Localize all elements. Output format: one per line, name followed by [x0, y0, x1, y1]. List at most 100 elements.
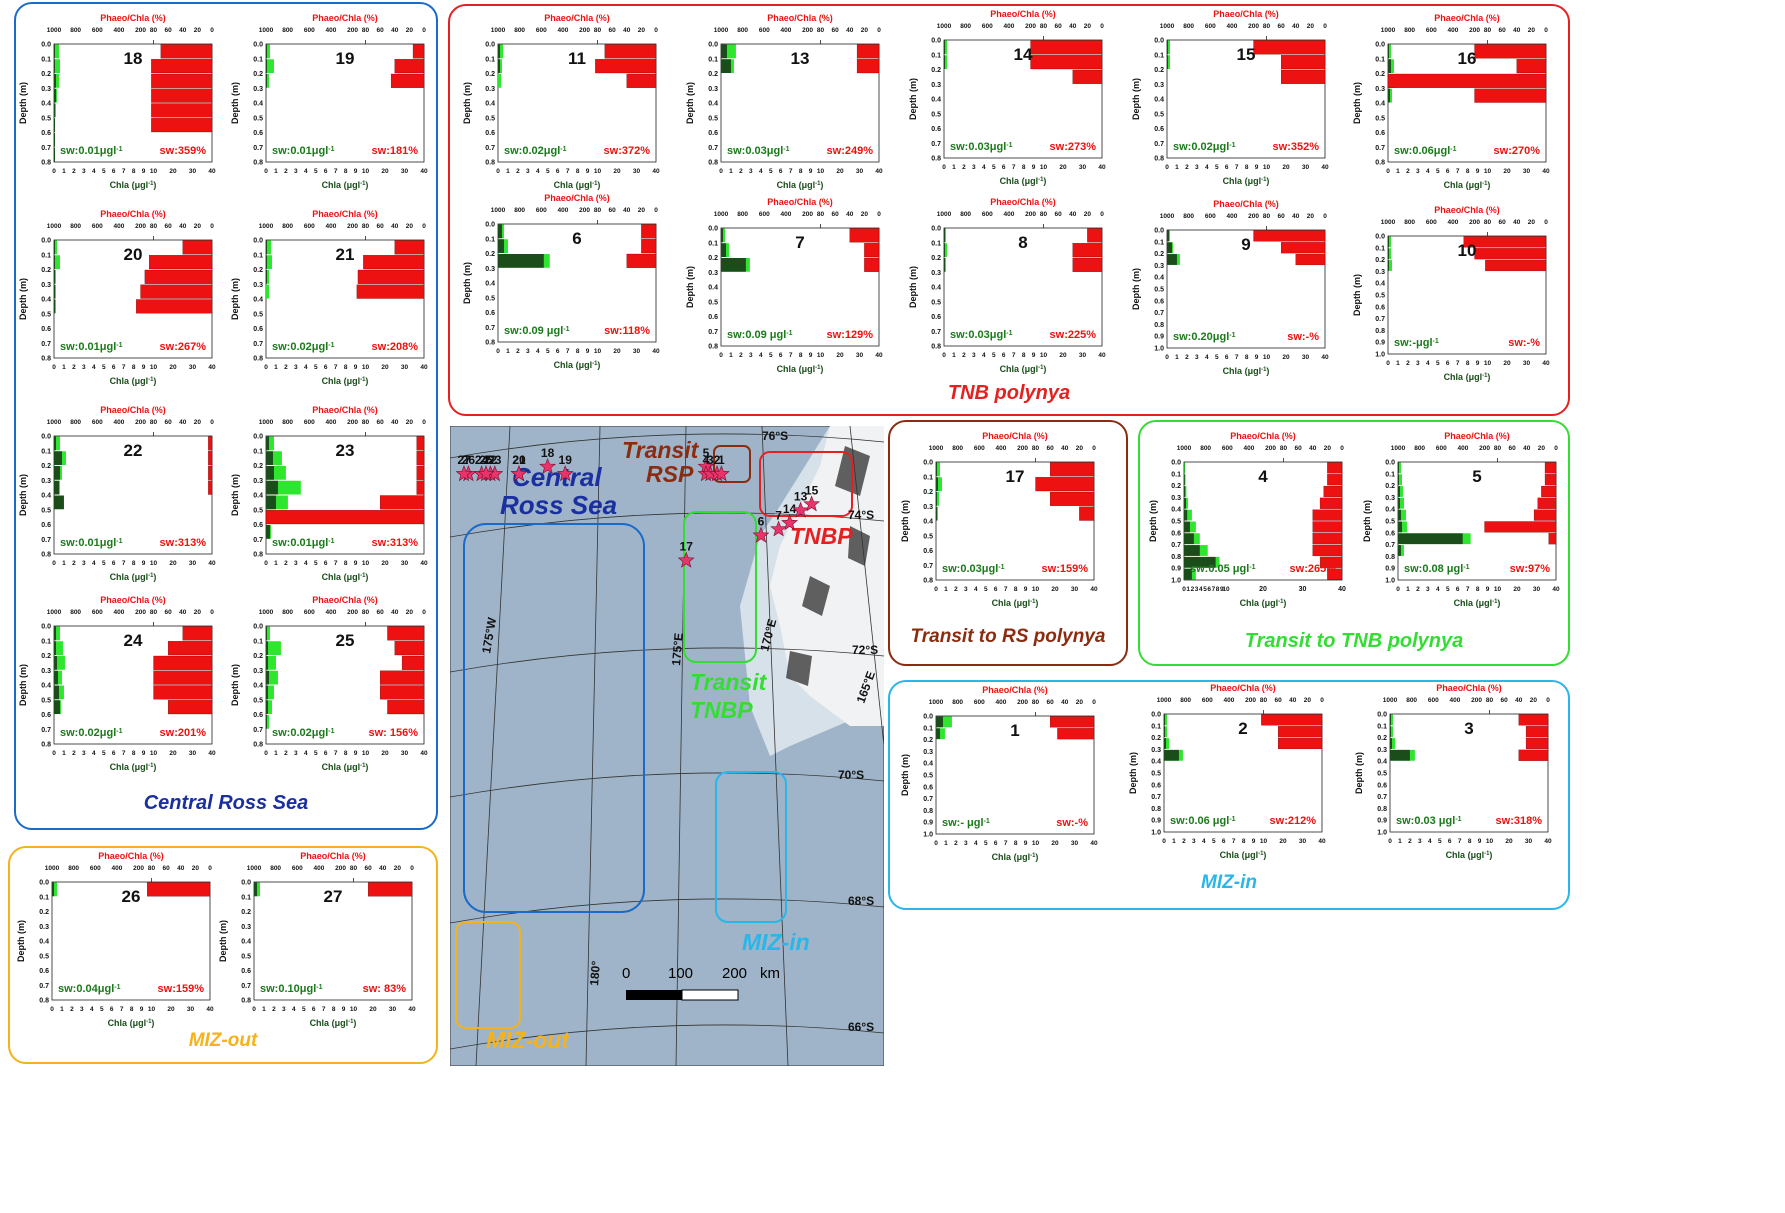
phaeo-tick-label: 600: [1202, 697, 1213, 704]
chla-tick-label: 5: [1436, 168, 1440, 175]
phaeo-bar: [357, 269, 425, 284]
chla-tick-label: 5: [992, 352, 996, 359]
chla-tick-label: 40: [1098, 352, 1106, 359]
depth-tick-label: 0.4: [708, 101, 718, 108]
depth-tick-label: 0.3: [485, 266, 495, 273]
chla-dark-bar: [266, 670, 269, 685]
phaeo-axis-title: Phaeo/Chla (%): [990, 10, 1056, 19]
chla-tick-label: 40: [408, 1006, 416, 1013]
sw-phaeo-label: sw:372%: [604, 145, 651, 157]
map-lat-labels: 76°S 74°S 72°S 70°S 68°S 66°S: [762, 429, 878, 1034]
depth-tick-label: 0.1: [41, 448, 51, 455]
chla-tick-label: 9: [1255, 164, 1259, 171]
chla-axis-title: Chla (μgl-1): [777, 180, 824, 190]
phaeo-bar: [151, 103, 213, 118]
chla-tick-label: 20: [169, 750, 177, 757]
chla-axis-close: ): [353, 1018, 356, 1028]
phaeo-tick-label: 1000: [937, 211, 952, 218]
phaeo-bar: [1050, 716, 1095, 728]
depth-axis-title: Depth (m): [685, 266, 695, 308]
chla-axis-sup: -1: [148, 377, 154, 383]
lon-175w: 175°W: [479, 616, 499, 655]
profile-panel-3: Phaeo/Chla (%)1000 800 600 400 200 80 60 40 20 00…: [1354, 684, 1552, 860]
chla-dark-bar: [944, 55, 945, 69]
chla-tick-label: 9: [1032, 352, 1036, 359]
depth-tick-label: 0.7: [253, 727, 263, 734]
sw-phaeo-label: sw:273%: [1050, 141, 1097, 153]
sw-chla-label: sw:0.02μgl-1: [1173, 141, 1236, 153]
phaeo-tick-label: 80: [1484, 27, 1492, 34]
chla-tick-label: 9: [354, 560, 358, 567]
chla-tick-label: 0: [52, 750, 56, 757]
depth-tick-label: 0.4: [931, 285, 941, 292]
station-marker-label: 15: [805, 483, 819, 497]
station-marker-label: 25: [479, 453, 493, 467]
chla-dark-bar: [721, 228, 723, 243]
chla-tick-label: 30: [633, 168, 641, 175]
phaeo-tick-label: 0: [1092, 445, 1096, 452]
station-marker: [510, 465, 528, 482]
chla-tick-label: 3: [1195, 586, 1199, 593]
chla-tick-label: 6: [324, 750, 328, 757]
chla-tick-label: 0: [1386, 168, 1390, 175]
chla-dark-bar: [1390, 726, 1391, 738]
chla-light-bar: [1398, 545, 1404, 556]
phaeo-tick-label: 200: [135, 27, 146, 34]
depth-tick-label: 0.1: [931, 52, 941, 59]
phaeo-tick-label: 600: [982, 211, 993, 218]
chla-tick-label: 4: [304, 364, 308, 371]
phaeo-tick-label: 60: [165, 609, 173, 616]
map-label-tnbp-transit: TNBP: [690, 697, 753, 723]
chla-dark-bar: [1184, 533, 1194, 545]
sw-chla-sup: -1: [114, 984, 120, 991]
phaeo-tick-label: 1000: [1157, 697, 1172, 704]
phaeo-bar: [363, 255, 425, 270]
chla-axis-close: ): [820, 364, 823, 374]
depth-tick-label: 0.8: [1171, 554, 1181, 561]
phaeo-bar: [849, 228, 880, 243]
depth-tick-label: 0.3: [253, 668, 263, 675]
chla-light-bar: [266, 641, 281, 655]
chla-tick-label: 9: [1032, 164, 1036, 171]
depth-tick-label: 0.2: [1375, 257, 1385, 264]
chla-dark-bar: [936, 506, 937, 521]
depth-tick-label: 0.7: [1154, 310, 1164, 317]
phaeo-bar: [1261, 714, 1323, 726]
phaeo-tick-label: 400: [995, 699, 1006, 706]
chla-axis-sup: -1: [592, 361, 598, 367]
phaeo-tick-label: 60: [1047, 699, 1055, 706]
phaeo-tick-label: 60: [365, 865, 373, 872]
phaeo-tick-label: 1000: [259, 419, 274, 426]
depth-tick-label: 1.0: [923, 832, 933, 839]
chla-dark-bar: [1167, 55, 1168, 69]
chla-tick-label: 9: [809, 352, 813, 359]
phaeo-bar: [856, 59, 880, 74]
phaeo-bar: [380, 670, 425, 685]
chla-light-bar: [266, 240, 271, 255]
phaeo-tick-label: 0: [422, 27, 426, 34]
chla-tick-label: 4: [536, 348, 540, 355]
chla-tick-label: 3: [964, 840, 968, 847]
phaeo-tick-label: 40: [846, 27, 854, 34]
phaeo-tick-label: 40: [179, 27, 187, 34]
sw-chla-sup: -1: [1229, 332, 1235, 339]
sw-phaeo-label: sw: 83%: [363, 983, 407, 995]
chla-tick-label: 1: [62, 750, 66, 757]
lon-180: 180°: [587, 960, 603, 986]
depth-tick-label: 0.0: [41, 238, 51, 245]
station-marker: [803, 495, 821, 512]
phaeo-tick-label: 0: [1340, 445, 1344, 452]
depth-tick-label: 0.7: [923, 796, 933, 803]
chla-axis-close: ): [151, 1018, 154, 1028]
phaeo-tick-label: 40: [1061, 699, 1069, 706]
chla-dark-bar: [1164, 726, 1165, 738]
chla-dark-bar: [936, 716, 943, 728]
chla-light-bar: [266, 284, 269, 299]
chla-tick-label: 30: [401, 750, 409, 757]
chla-tick-label: 8: [344, 560, 348, 567]
chla-tick-label: 6: [556, 348, 560, 355]
chla-light-bar: [944, 40, 947, 55]
chla-tick-label: 2: [739, 352, 743, 359]
phaeo-bar: [394, 641, 425, 656]
chla-axis-sup: -1: [360, 573, 366, 579]
